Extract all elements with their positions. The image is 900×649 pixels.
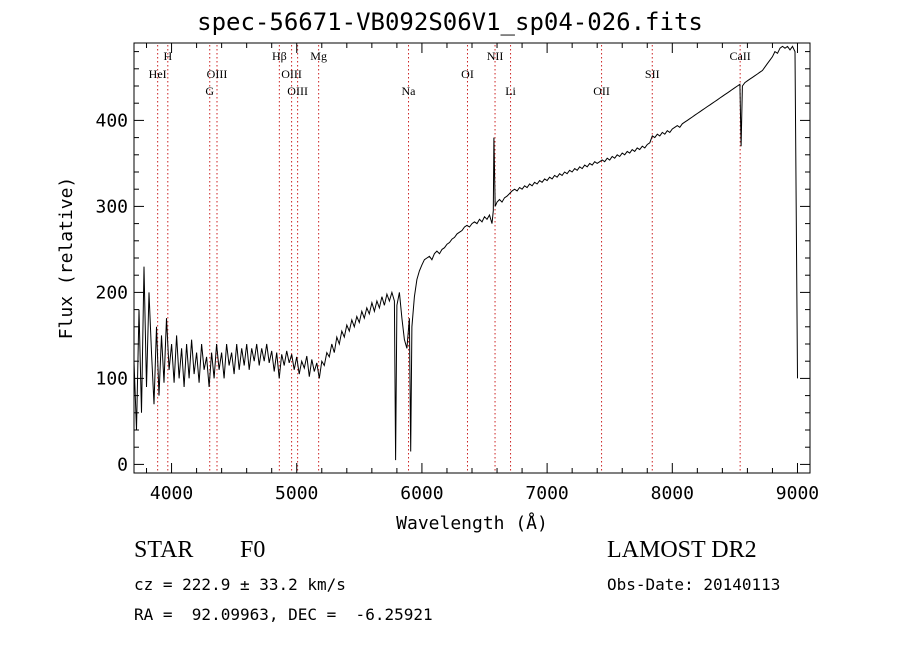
line-marker-label: Hβ: [272, 49, 287, 63]
y-tick-label: 100: [95, 368, 128, 389]
axis-ticks: 4000 5000 6000 7000 8000 9000 0 100 200 300 400: [95, 43, 819, 504]
survey-name: LAMOST DR2: [607, 537, 757, 563]
chart-title: spec-56671-VB092S06V1_sp04-026.fits: [197, 8, 703, 36]
y-tick-label: 300: [95, 196, 128, 217]
obs-date-text: Obs-Date: 20140113: [607, 575, 781, 594]
line-marker-label: NII: [487, 49, 504, 63]
line-marker-label: OI: [461, 67, 474, 81]
line-marker-label: OII: [593, 84, 610, 98]
emission-line-markers: HeI H OIII G Hβ OIII OIII Mg Na OI NII Li OII SII CaII: [149, 45, 751, 473]
line-marker-label: G: [205, 84, 214, 98]
coordinates-text: RA = 92.09963, DEC = -6.25921: [134, 605, 433, 624]
x-tick-label: 9000: [776, 483, 819, 504]
line-marker-label: HeI: [149, 67, 167, 81]
x-axis-label: Wavelength (Å): [396, 512, 548, 534]
x-tick-label: 6000: [400, 483, 443, 504]
line-marker-label: Na: [402, 84, 417, 98]
line-marker-label: OIII: [281, 67, 302, 81]
object-class: STAR: [134, 537, 194, 563]
redshift-text: cz = 222.9 ± 33.2 km/s: [134, 575, 346, 594]
y-tick-label: 200: [95, 282, 128, 303]
y-tick-label: 0: [117, 454, 128, 475]
line-marker-label: OIII: [287, 84, 308, 98]
x-tick-label: 5000: [275, 483, 318, 504]
x-tick-label: 4000: [150, 483, 193, 504]
spectrum-line-layer: [133, 45, 798, 461]
line-marker-label: SII: [645, 67, 660, 81]
plot-frame: [133, 42, 811, 474]
line-marker-label: CaII: [729, 49, 750, 63]
x-tick-label: 8000: [651, 483, 694, 504]
y-axis-label: Flux (relative): [56, 177, 77, 340]
spectral-subclass: F0: [240, 537, 266, 563]
x-tick-label: 7000: [525, 483, 568, 504]
line-marker-label: OIII: [207, 67, 228, 81]
line-marker-label: H: [163, 49, 172, 63]
line-marker-label: Li: [505, 84, 516, 98]
y-tick-label: 400: [95, 110, 128, 131]
spectrum-line: [133, 45, 798, 461]
line-marker-label: Mg: [310, 49, 327, 63]
